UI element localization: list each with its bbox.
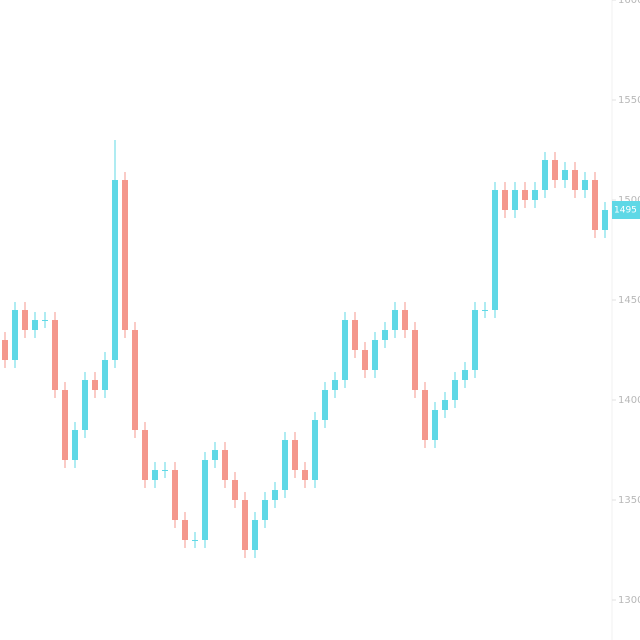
candle-body xyxy=(482,310,488,311)
candle-body xyxy=(32,320,38,330)
candle-body xyxy=(562,170,568,180)
candle-body xyxy=(372,340,378,370)
last-price-box xyxy=(612,201,640,219)
candle-body xyxy=(592,180,598,230)
candle-body xyxy=(102,360,108,390)
candle-body xyxy=(402,310,408,330)
candle-body xyxy=(292,440,298,470)
y-tick-label: 1500 xyxy=(618,195,640,206)
candle-body xyxy=(152,470,158,480)
candle-body xyxy=(22,310,28,330)
candle-body xyxy=(212,450,218,460)
candle-body xyxy=(242,500,248,550)
candle-body xyxy=(332,380,338,390)
candle-body xyxy=(432,410,438,440)
y-tick-label: 1350 xyxy=(618,495,640,506)
candle-body xyxy=(172,470,178,520)
candle-body xyxy=(132,330,138,430)
candle-body xyxy=(512,190,518,210)
last-price-label: 1495 xyxy=(614,206,637,216)
y-tick-label: 1400 xyxy=(618,395,640,406)
y-tick-label: 1300 xyxy=(618,595,640,606)
candle-body xyxy=(602,210,608,230)
candle-body xyxy=(112,180,118,360)
candle-body xyxy=(72,430,78,460)
candle-body xyxy=(232,480,238,500)
candle-body xyxy=(192,540,198,541)
candle-body xyxy=(572,170,578,190)
candle-body xyxy=(342,320,348,380)
candle-body xyxy=(222,450,228,480)
candle-body xyxy=(272,490,278,500)
candle-body xyxy=(542,160,548,190)
candle-body xyxy=(162,470,168,471)
candle-body xyxy=(422,390,428,440)
candle-body xyxy=(82,380,88,430)
candle-body xyxy=(552,160,558,180)
y-tick-label: 1550 xyxy=(618,95,640,106)
candle-body xyxy=(392,310,398,330)
candle-body xyxy=(382,330,388,340)
candle-body xyxy=(522,190,528,200)
candle-body xyxy=(362,350,368,370)
candle-body xyxy=(322,390,328,420)
candle-body xyxy=(252,520,258,550)
candle-body xyxy=(492,190,498,310)
candle-body xyxy=(262,500,268,520)
candle-body xyxy=(502,190,508,210)
candle-body xyxy=(472,310,478,370)
candle-body xyxy=(122,180,128,330)
candle-body xyxy=(312,420,318,480)
candle-body xyxy=(412,330,418,390)
candle-body xyxy=(532,190,538,200)
candle-body xyxy=(352,320,358,350)
candle-body xyxy=(182,520,188,540)
candle-body xyxy=(2,340,8,360)
candle-body xyxy=(52,320,58,390)
candle-body xyxy=(12,310,18,360)
candle-body xyxy=(452,380,458,400)
y-tick-label: 1450 xyxy=(618,295,640,306)
candle-body xyxy=(42,320,48,321)
candle-body xyxy=(142,430,148,480)
candle-body xyxy=(202,460,208,540)
candle-body xyxy=(282,440,288,490)
candle-body xyxy=(442,400,448,410)
candle-body xyxy=(302,470,308,480)
candle-body xyxy=(582,180,588,190)
candle-body xyxy=(62,390,68,460)
candle-body xyxy=(462,370,468,380)
y-tick-label: 1600 xyxy=(618,0,640,6)
candle-body xyxy=(92,380,98,390)
